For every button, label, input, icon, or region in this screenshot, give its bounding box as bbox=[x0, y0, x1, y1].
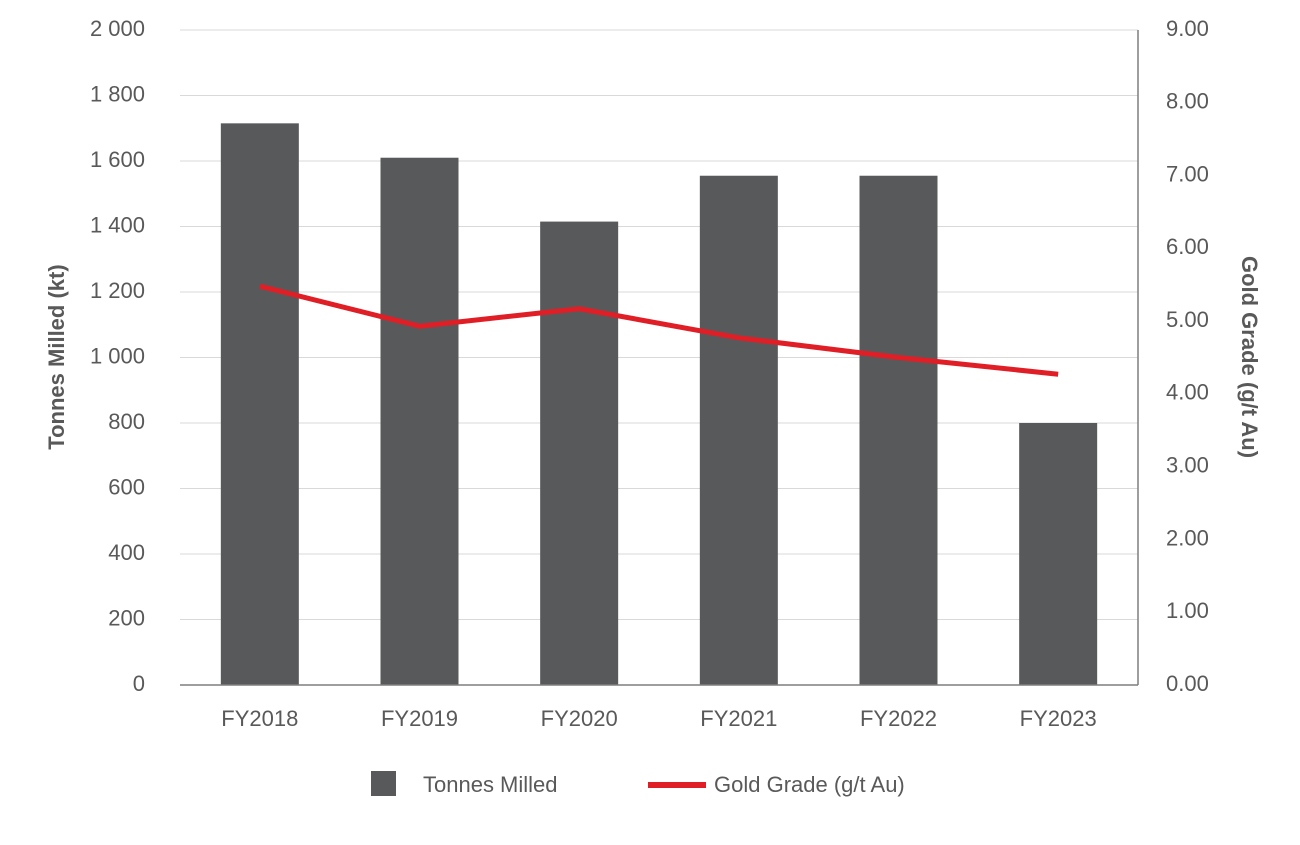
gold-grade-line bbox=[259, 283, 1059, 377]
legend-label-gold-grade: Gold Grade (g/t Au) bbox=[714, 772, 905, 797]
bar bbox=[380, 157, 459, 686]
bar-series bbox=[220, 123, 1098, 686]
left-tick-label: 200 bbox=[108, 605, 145, 630]
bar bbox=[540, 221, 619, 685]
x-tick-label: FY2023 bbox=[1020, 706, 1097, 731]
left-tick-label: 1 400 bbox=[90, 212, 145, 237]
x-tick-label: FY2022 bbox=[860, 706, 937, 731]
left-tick-label: 600 bbox=[108, 474, 145, 499]
left-tick-label: 1 000 bbox=[90, 343, 145, 368]
right-axis-ticks: 0.00 1.00 2.00 3.00 4.00 5.00 6.00 7.00 8.00 9.00 bbox=[1166, 16, 1209, 696]
axes bbox=[180, 30, 1139, 686]
left-tick-label: 800 bbox=[108, 409, 145, 434]
left-axis-title: Tonnes Milled (kt) bbox=[44, 264, 69, 449]
legend-label-tonnes-milled: Tonnes Milled bbox=[423, 772, 558, 797]
bar bbox=[1019, 423, 1098, 685]
left-tick-label: 2 000 bbox=[90, 16, 145, 41]
bar bbox=[859, 175, 938, 686]
right-tick-label: 9.00 bbox=[1166, 16, 1209, 41]
x-tick-label: FY2018 bbox=[221, 706, 298, 731]
right-tick-label: 3.00 bbox=[1166, 452, 1209, 477]
x-tick-label: FY2019 bbox=[381, 706, 458, 731]
left-tick-label: 1 600 bbox=[90, 147, 145, 172]
right-tick-label: 5.00 bbox=[1166, 307, 1209, 332]
left-axis-ticks: 0 200 400 600 800 1 000 1 200 1 400 1 600 1 800 2 … bbox=[90, 16, 145, 696]
right-tick-label: 2.00 bbox=[1166, 525, 1209, 550]
legend-swatch-tonnes-milled bbox=[371, 771, 396, 796]
left-tick-label: 1 200 bbox=[90, 278, 145, 303]
left-tick-label: 0 bbox=[133, 671, 145, 696]
right-tick-label: 1.00 bbox=[1166, 598, 1209, 623]
right-tick-label: 6.00 bbox=[1166, 234, 1209, 259]
x-axis-ticks: FY2018 FY2019 FY2020 FY2021 FY2022 FY2023 bbox=[221, 706, 1096, 731]
x-tick-label: FY2020 bbox=[541, 706, 618, 731]
left-tick-label: 400 bbox=[108, 540, 145, 565]
right-tick-label: 8.00 bbox=[1166, 89, 1209, 114]
x-tick-label: FY2021 bbox=[700, 706, 777, 731]
right-axis-title: Gold Grade (g/t Au) bbox=[1237, 256, 1262, 458]
right-tick-label: 7.00 bbox=[1166, 161, 1209, 186]
line-series bbox=[259, 283, 1059, 377]
right-tick-label: 0.00 bbox=[1166, 671, 1209, 696]
right-tick-label: 4.00 bbox=[1166, 380, 1209, 405]
legend: Tonnes Milled Gold Grade (g/t Au) bbox=[371, 771, 905, 797]
left-tick-label: 1 800 bbox=[90, 81, 145, 106]
gridlines bbox=[180, 29, 1138, 620]
bar bbox=[220, 123, 299, 685]
bar bbox=[699, 175, 778, 686]
